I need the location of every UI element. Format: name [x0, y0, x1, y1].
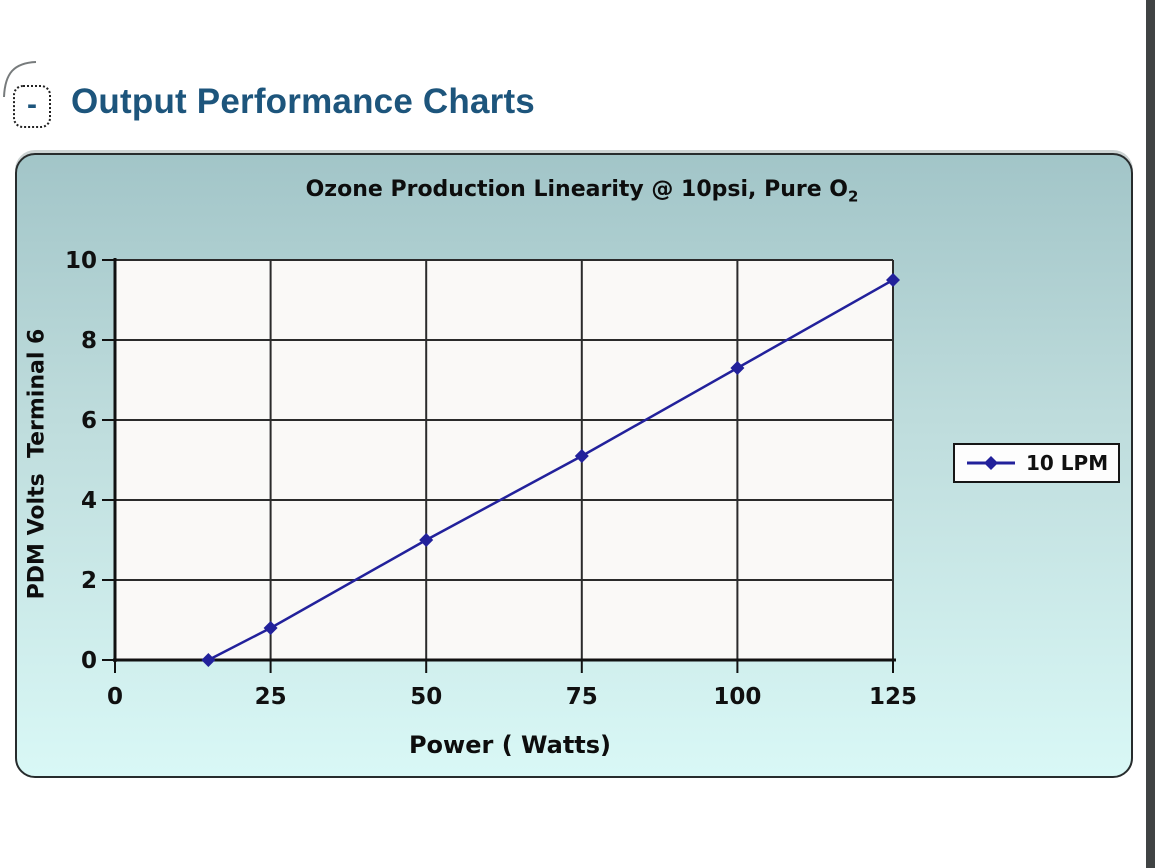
minus-icon: - [27, 87, 37, 121]
data-point-diamond [201, 653, 216, 667]
y-tick-label: 0 [81, 648, 97, 674]
legend: 10 LPM [953, 443, 1120, 483]
data-point-diamond [263, 621, 278, 635]
x-tick-label: 125 [869, 684, 917, 710]
y-tick-label: 2 [81, 568, 97, 594]
x-tick-label: 25 [255, 684, 287, 710]
window-edge-strip [1146, 0, 1155, 868]
x-tick-label: 100 [713, 684, 761, 710]
x-tick-label: 75 [566, 684, 598, 710]
plot-area [115, 260, 893, 660]
chart-title-subscript: 2 [847, 187, 859, 206]
data-point-diamond [886, 273, 900, 287]
series-line [207, 278, 894, 662]
x-tick-label: 0 [107, 684, 123, 710]
section-collapse-button[interactable]: - [13, 85, 51, 128]
legend-series-label: 10 LPM [1026, 451, 1109, 475]
chart-title-text: Ozone Production Linearity @ 10psi, Pure… [305, 177, 848, 202]
data-point-diamond [574, 449, 589, 463]
decorative-corner-arc [3, 61, 37, 98]
legend-series-marker [967, 456, 1015, 470]
y-tick-label: 6 [81, 408, 97, 434]
y-tick-label: 8 [81, 328, 97, 354]
x-tick-label: 50 [410, 684, 442, 710]
y-tick-label: 4 [81, 488, 97, 514]
data-point-diamond [419, 533, 434, 547]
data-point-diamond [730, 361, 745, 375]
x-axis-title: Power ( Watts) [408, 731, 612, 759]
y-tick-label: 10 [65, 248, 97, 274]
chart-title: Ozone Production Linearity @ 10psi, Pure… [306, 177, 859, 205]
page-title: Output Performance Charts [71, 82, 535, 121]
y-axis-title: PDM Volts Terminal 6 [24, 328, 50, 600]
